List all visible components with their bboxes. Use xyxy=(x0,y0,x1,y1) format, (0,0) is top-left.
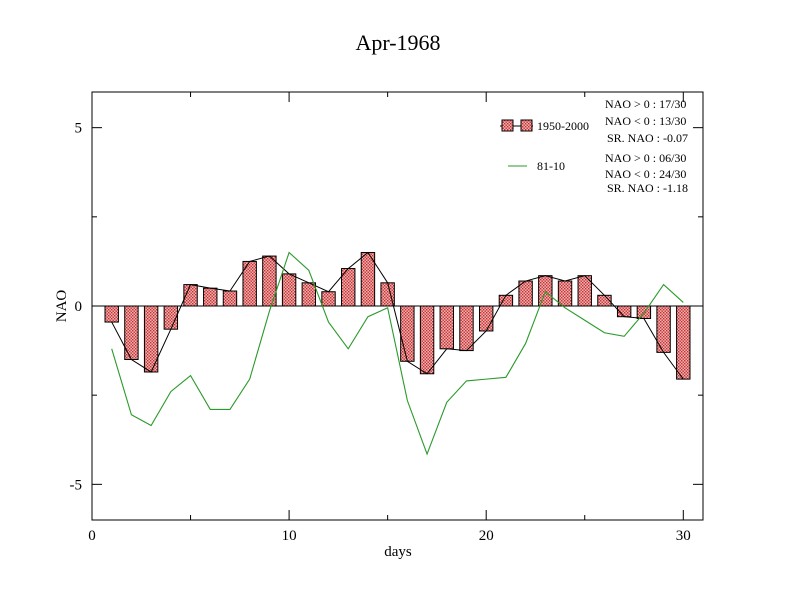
x-tick-label-20: 20 xyxy=(479,528,494,544)
bar-day-1 xyxy=(104,305,119,323)
legend-label-1950-2000: 1950-2000 xyxy=(537,119,589,133)
chart-title: Apr-1968 xyxy=(355,30,440,55)
bar-day-20 xyxy=(478,305,494,332)
legend-label-81-10: 81-10 xyxy=(537,159,565,173)
bar-day-16 xyxy=(400,305,415,362)
bar-day-7 xyxy=(222,290,238,307)
x-tick-label-30: 30 xyxy=(676,528,691,544)
bar-day-10 xyxy=(281,273,297,307)
legend-bar-swatch-2 xyxy=(520,119,533,132)
x-tick-label-10: 10 xyxy=(282,528,297,544)
bar-day-24 xyxy=(557,280,573,307)
bar-day-29 xyxy=(656,305,671,353)
legend: 1950-2000 81-10 xyxy=(500,119,589,173)
y-tick-label-0: 0 xyxy=(75,299,83,315)
bar-day-6 xyxy=(203,287,218,307)
y-axis-label: NAO xyxy=(54,290,70,323)
series-81-10-line xyxy=(111,251,684,456)
bar-day-11 xyxy=(301,282,317,307)
stats-annotations: NAO > 0 : 17/30 NAO < 0 : 13/30 SR. NAO … xyxy=(605,97,688,195)
bar-day-23 xyxy=(538,275,553,307)
bar-day-18 xyxy=(439,305,454,350)
bar-day-12 xyxy=(321,291,336,307)
bar-day-19 xyxy=(459,305,474,352)
bar-day-17 xyxy=(419,305,435,375)
y-tick-label--5: -5 xyxy=(70,477,83,493)
stat-g1-sr: SR. NAO : -0.07 xyxy=(607,131,688,145)
series-1950-2000-line xyxy=(111,251,684,380)
stat-g2-sr: SR. NAO : -1.18 xyxy=(607,181,688,195)
stat-g2-pos: NAO > 0 : 06/30 xyxy=(605,151,686,165)
stat-g2-neg: NAO < 0 : 24/30 xyxy=(605,167,686,181)
legend-bar-swatch-1 xyxy=(501,119,514,132)
stat-g1-neg: NAO < 0 : 13/30 xyxy=(605,114,686,128)
bar-day-30 xyxy=(676,305,691,380)
stat-g1-pos: NAO > 0 : 17/30 xyxy=(605,97,686,111)
x-tick-label-0: 0 xyxy=(88,528,96,544)
x-axis-label: days xyxy=(384,544,412,560)
y-tick-label-5: 5 xyxy=(75,121,83,137)
